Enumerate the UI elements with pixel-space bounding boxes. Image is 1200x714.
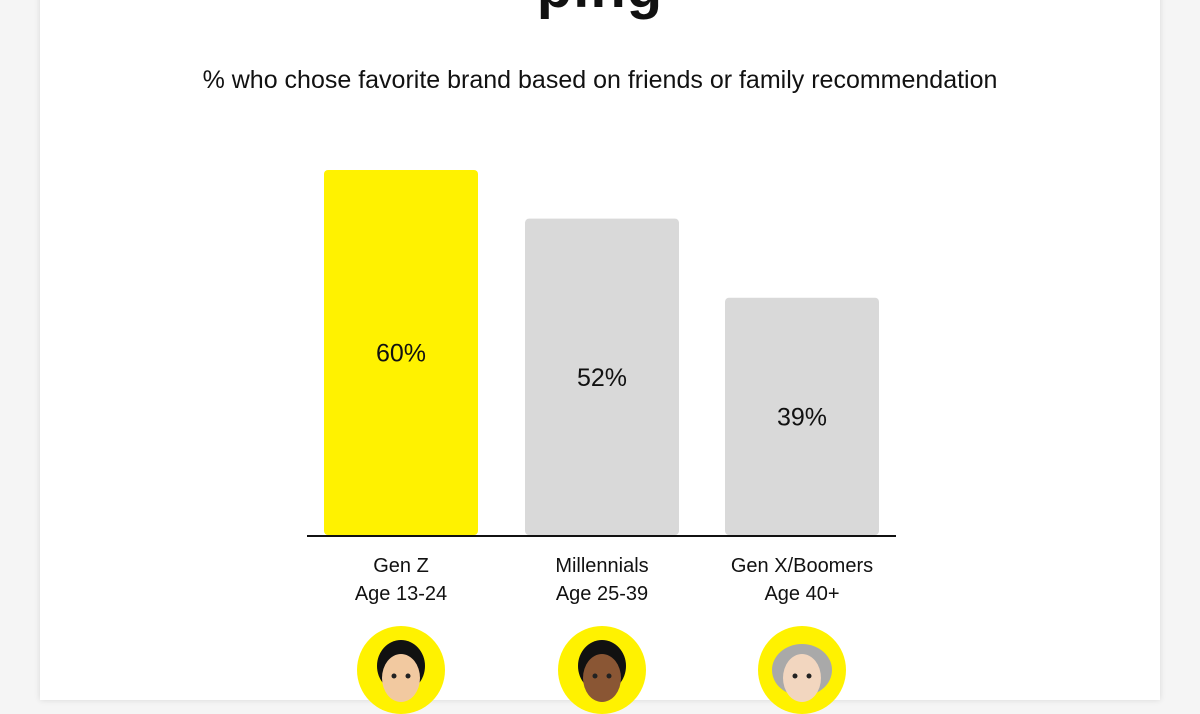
bar-value-label: 39% (777, 403, 827, 431)
x-tick-sublabel: Age 13-24 (355, 583, 447, 605)
bar-3 (725, 297, 879, 535)
bar-value-label: 52% (577, 364, 627, 392)
bar-1 (324, 170, 478, 535)
boomer-avatar-icon (758, 626, 846, 714)
bar-value-label: 60% (376, 340, 426, 368)
millennial-avatar-icon (558, 626, 646, 714)
bar-chart: 60% Gen Z Age 13-24 52% Millennials Age 25-39… (307, 170, 896, 605)
x-tick-label: Millennials (555, 555, 648, 577)
x-tick-sublabel: Age 25-39 (556, 583, 648, 605)
x-tick-label: Gen Z (373, 555, 429, 577)
chart-subtitle: % who chose favorite brand based on frie… (202, 66, 998, 94)
gen-z-avatar-icon (357, 626, 445, 714)
bar-2 (525, 218, 679, 535)
page-title: ping (0, 0, 1200, 21)
x-tick-sublabel: Age 40+ (764, 583, 839, 605)
x-tick-label: Gen X/Boomers (731, 555, 873, 577)
